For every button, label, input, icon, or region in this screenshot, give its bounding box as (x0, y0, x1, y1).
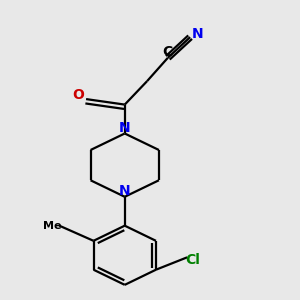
Text: C: C (163, 45, 173, 59)
Text: N: N (119, 184, 130, 198)
Text: Me: Me (43, 221, 61, 231)
Text: N: N (192, 27, 203, 41)
Text: Cl: Cl (186, 253, 200, 267)
Text: N: N (119, 121, 130, 135)
Text: O: O (73, 88, 85, 102)
